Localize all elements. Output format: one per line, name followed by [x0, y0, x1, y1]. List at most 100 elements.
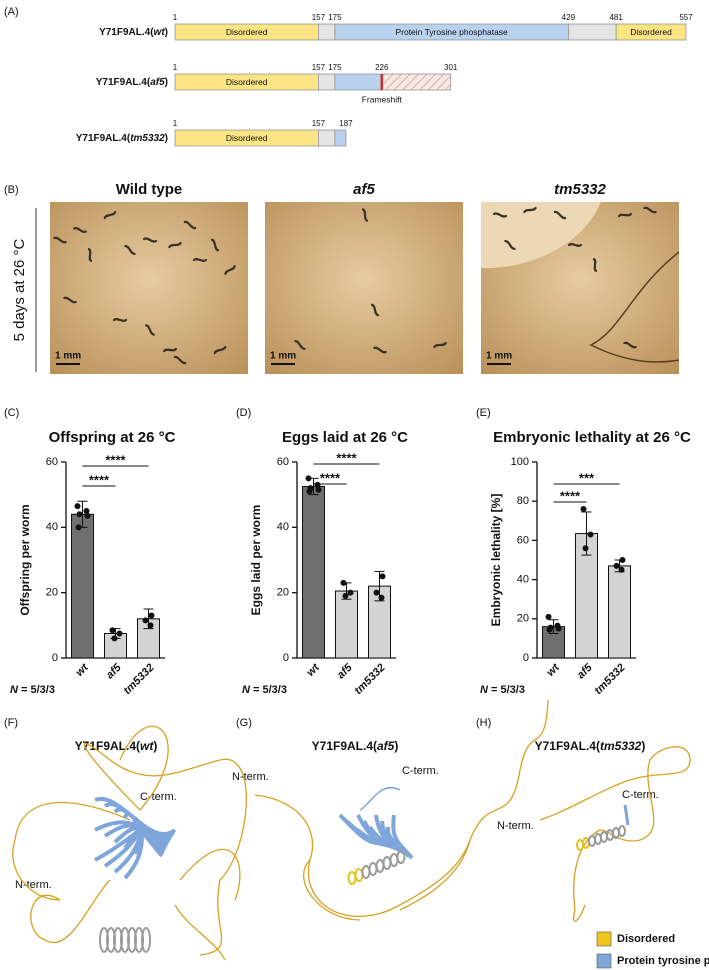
sample-size: N = 5/3/3	[242, 684, 287, 696]
significance-label: ****	[320, 470, 341, 485]
y-tick-label: 20	[517, 613, 529, 625]
helix	[588, 835, 596, 847]
c-terminus: C-term.	[402, 765, 439, 777]
data-point	[373, 589, 380, 596]
domain-segment	[318, 129, 336, 147]
worm	[73, 226, 87, 234]
data-point	[545, 613, 552, 620]
data-point	[378, 594, 385, 601]
data-point	[546, 626, 553, 633]
data-point	[582, 545, 589, 552]
frameshift-label: Frameshift	[362, 94, 403, 104]
data-point	[84, 512, 91, 519]
residue-label: 187	[339, 119, 353, 128]
backbone	[119, 725, 241, 961]
worm	[504, 240, 516, 250]
worm	[53, 236, 67, 244]
backbone	[12, 801, 131, 944]
worm	[192, 258, 208, 262]
panel-label: (C)	[4, 407, 19, 419]
worm	[370, 303, 380, 317]
helix	[375, 859, 385, 873]
backbone	[539, 746, 691, 842]
helix	[382, 856, 392, 870]
worm	[361, 208, 369, 222]
domain-segment	[318, 73, 336, 91]
name-allele: af5	[377, 739, 395, 753]
name-prefix: Y71F9AL.4(	[75, 739, 140, 753]
domain-label: Disordered	[226, 27, 268, 37]
name-suffix: )	[153, 739, 157, 753]
helix	[141, 927, 151, 953]
x-tick-label: tm5332	[352, 662, 387, 697]
worm	[112, 318, 128, 322]
domain-segment	[318, 23, 336, 41]
name-allele: wt	[154, 27, 166, 38]
legend-swatch	[596, 931, 612, 947]
worm	[103, 210, 117, 220]
data-point	[147, 622, 154, 629]
x-tick-label: wt	[305, 661, 323, 679]
data-point	[111, 635, 118, 642]
significance-label: ****	[105, 452, 126, 467]
backbone	[83, 743, 247, 956]
backbone	[623, 804, 630, 826]
backbone	[391, 814, 414, 860]
worm	[592, 257, 598, 273]
data-point	[587, 531, 594, 538]
legend-label: Disordered	[617, 933, 675, 945]
residue-label: 175	[328, 63, 342, 72]
domain-segment	[381, 73, 452, 91]
data-point	[76, 511, 83, 518]
construct-name: Y71F9AL.4(af5)	[96, 77, 168, 88]
photo-title: tm5332	[554, 181, 606, 198]
helix	[600, 831, 608, 843]
data-point	[379, 573, 386, 580]
worm	[168, 241, 182, 249]
y-tick-label: 60	[46, 456, 58, 468]
x-tick-label: wt	[74, 661, 92, 679]
photo	[50, 202, 248, 374]
worm	[224, 265, 236, 275]
y-tick-label: 20	[46, 587, 58, 599]
domain-label: Disordered	[226, 133, 268, 143]
residue-label: 1	[173, 119, 178, 128]
data-point	[340, 579, 347, 586]
residue-label: 1	[173, 13, 178, 22]
data-point	[116, 630, 123, 637]
construct-name: Y71F9AL.4(af5)	[312, 739, 399, 753]
photo-title: Wild type	[116, 181, 183, 198]
helix	[594, 833, 602, 845]
y-tick-label: 60	[517, 534, 529, 546]
n-text: = 5/3/3	[18, 684, 55, 696]
domain-label: Disordered	[630, 27, 672, 37]
x-tick-label: tm5332	[121, 662, 156, 697]
domain-label: Disordered	[226, 77, 268, 87]
name-suffix: )	[165, 27, 168, 38]
name-suffix: )	[394, 739, 398, 753]
panel-label: (F)	[4, 717, 18, 729]
data-point	[306, 488, 313, 495]
n-symbol: N	[10, 684, 19, 696]
n-symbol: N	[242, 684, 251, 696]
sample-size: N = 5/3/3	[10, 684, 55, 696]
residue-label: 157	[312, 63, 326, 72]
worm	[173, 355, 187, 365]
worm	[567, 243, 583, 247]
y-tick-label: 0	[283, 652, 289, 664]
panel-label: (A)	[4, 6, 19, 18]
residue-label: 157	[312, 13, 326, 22]
helix	[396, 850, 406, 864]
worm	[145, 324, 155, 336]
helix	[354, 868, 364, 882]
residue-label: 226	[375, 63, 389, 72]
residue-label: 481	[609, 13, 623, 22]
worm	[553, 210, 567, 220]
legend-label: Protein tyrosine phosphatase	[617, 955, 709, 967]
y-tick-label: 60	[277, 456, 289, 468]
worm	[142, 237, 158, 243]
name-prefix: Y71F9AL.4(	[96, 77, 151, 88]
worm	[162, 347, 178, 353]
y-tick-label: 80	[517, 495, 529, 507]
